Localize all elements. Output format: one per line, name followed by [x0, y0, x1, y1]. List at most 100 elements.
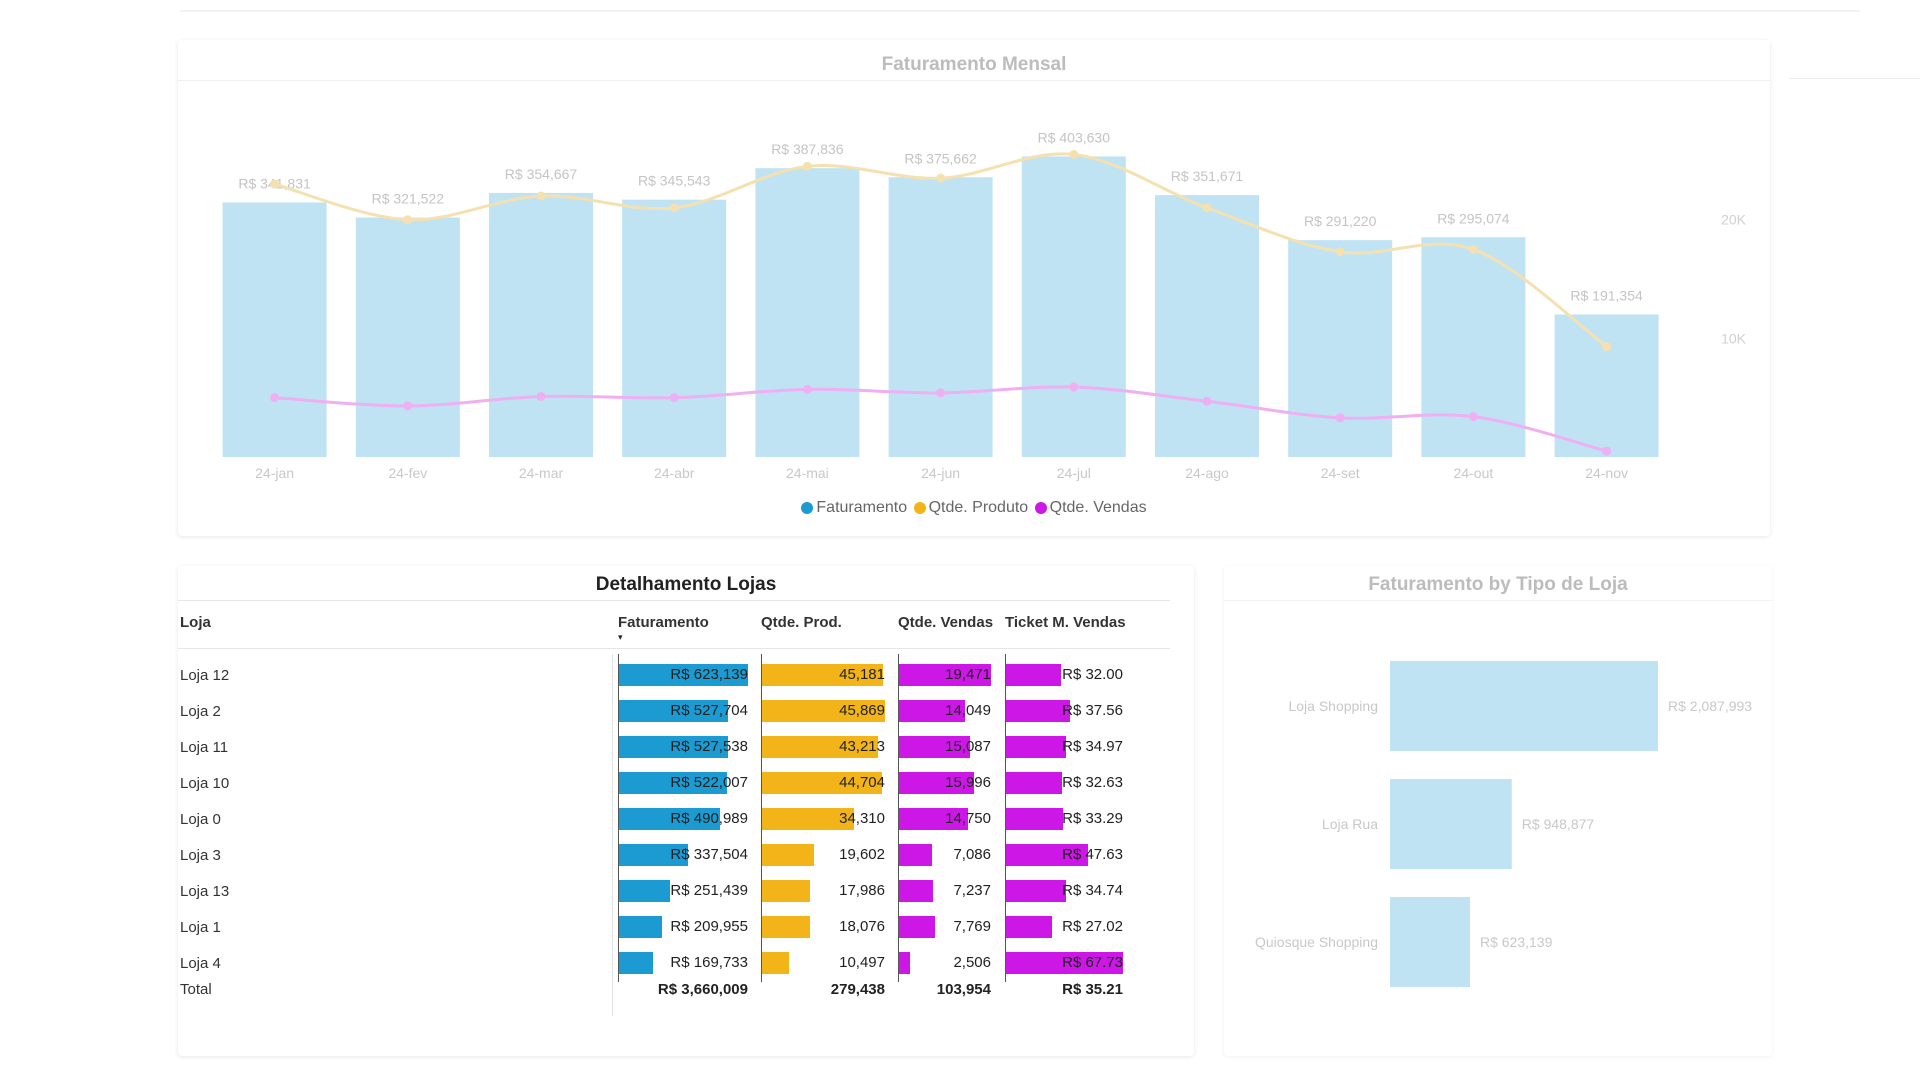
line-point[interactable] [403, 401, 413, 411]
line-point[interactable] [802, 161, 812, 171]
sort-desc-icon[interactable]: ▾ [618, 632, 623, 642]
column-header-faturamento[interactable]: Faturamento [618, 614, 709, 631]
line-point[interactable] [1468, 244, 1478, 254]
cell-value: 7,769 [953, 918, 991, 935]
column-header-loja[interactable]: Loja [180, 614, 211, 631]
line-point[interactable] [1335, 413, 1345, 423]
line-point[interactable] [936, 173, 946, 183]
legend-item-qtde-produto[interactable]: Qtde. Produto [913, 499, 1028, 517]
cell-faturamento: R$ 337,504 [618, 844, 748, 866]
bar-data-label: R$ 387,836 [771, 141, 844, 157]
cell-qtde-vendas: 2,506 [898, 952, 991, 974]
table-row[interactable]: Loja 1 R$ 209,955 18,076 7,769 R$ 27.02 [178, 913, 1170, 943]
line-point[interactable] [1069, 149, 1079, 159]
bar-loja-rua[interactable] [1390, 779, 1512, 869]
cell-value: R$ 32.00 [1062, 666, 1123, 683]
line-point[interactable] [403, 215, 413, 225]
line-point[interactable] [669, 203, 679, 213]
line-point[interactable] [1335, 247, 1345, 257]
bar-24-jan[interactable] [222, 202, 327, 457]
cell-value: R$ 623,139 [670, 666, 748, 683]
line-point[interactable] [669, 393, 679, 403]
store-type-chart-title: Faturamento by Tipo de Loja [1368, 574, 1628, 595]
bar-24-nov[interactable] [1554, 314, 1659, 457]
x-tick-label: 24-fev [388, 465, 427, 481]
line-point[interactable] [1602, 342, 1612, 352]
column-header-qtde-vendas[interactable]: Qtde. Vendas [898, 614, 994, 631]
store-detail-table-visual[interactable]: Detalhamento Lojas Loja Faturamento ▾ Qt… [178, 566, 1194, 1056]
line-point[interactable] [1202, 396, 1212, 406]
data-bar [1005, 952, 1123, 974]
line-point[interactable] [270, 179, 280, 189]
cell-faturamento: R$ 251,439 [618, 880, 748, 902]
cell-ticket: R$ 27.02 [1005, 916, 1123, 938]
bar-24-set[interactable] [1288, 240, 1393, 457]
data-bar [1005, 664, 1061, 686]
cell-value: R$ 527,704 [670, 702, 748, 719]
data-bar [898, 772, 975, 794]
cell-ticket: R$ 34.97 [1005, 736, 1123, 758]
bar-axis-line [1005, 654, 1006, 982]
bar-data-label: R$ 295,074 [1437, 210, 1510, 226]
data-bar [618, 772, 727, 794]
cell-value: 7,086 [953, 846, 991, 863]
line-point[interactable] [536, 191, 546, 201]
bar-data-label: R$ 2,087,993 [1668, 698, 1752, 714]
line-point[interactable] [1069, 382, 1079, 392]
line-point[interactable] [802, 384, 812, 394]
data-bar [761, 916, 810, 938]
table-row[interactable]: Loja 0 R$ 490,989 34,310 14,750 R$ 33.29 [178, 805, 1170, 835]
data-bar [898, 700, 966, 722]
legend-label-qtde-vendas: Qtde. Vendas [1049, 499, 1147, 516]
cell-value: R$ 527,538 [670, 738, 748, 755]
monthly-revenue-visual[interactable]: Faturamento Mensal R$ 341,831 24-jan R$ 32… [178, 40, 1770, 536]
bar-24-abr[interactable] [622, 199, 727, 458]
bar-data-label: R$ 291,220 [1304, 213, 1377, 229]
total-row: Total R$ 3,660,009 279,438 103,954 R$ 35… [178, 981, 1170, 1005]
line-point[interactable] [536, 391, 546, 401]
data-bar [898, 952, 910, 974]
bar-data-label: R$ 345,543 [638, 173, 711, 189]
bar-24-ago[interactable] [1155, 195, 1259, 457]
cell-loja: Loja 0 [180, 811, 221, 828]
bar-24-jul[interactable] [1021, 156, 1126, 457]
data-bar [618, 736, 729, 758]
table-row[interactable]: Loja 2 R$ 527,704 45,869 14,049 R$ 37.56 [178, 697, 1170, 727]
bar-quiosque-shopping[interactable] [1390, 897, 1470, 987]
line-point[interactable] [1202, 203, 1212, 213]
revenue-by-store-type-visual[interactable]: Faturamento by Tipo de Loja Loja Shoppin… [1224, 566, 1772, 1056]
line-point[interactable] [1602, 446, 1612, 456]
total-faturamento: R$ 3,660,009 [657, 981, 748, 998]
cell-value: 19,602 [839, 846, 885, 863]
bar-24-jun[interactable] [888, 177, 993, 457]
table-row[interactable]: Loja 3 R$ 337,504 19,602 7,086 R$ 47.63 [178, 841, 1170, 871]
bar-24-fev[interactable] [355, 217, 460, 457]
cell-ticket: R$ 47.63 [1005, 844, 1123, 866]
legend-item-faturamento[interactable]: Faturamento [801, 499, 907, 517]
cell-value: R$ 490,989 [670, 810, 748, 827]
line-point[interactable] [270, 393, 280, 403]
cell-faturamento: R$ 522,007 [618, 772, 748, 794]
cell-ticket: R$ 32.63 [1005, 772, 1123, 794]
store-type-bar-chart[interactable]: Loja Shopping R$ 2,087,993 Loja Rua R$ 948,… [1224, 566, 1772, 1056]
cell-value: 17,986 [839, 882, 885, 899]
line-point[interactable] [936, 388, 946, 398]
table-row[interactable]: Loja 4 R$ 169,733 10,497 2,506 R$ 67.73 [178, 949, 1170, 979]
table-row[interactable]: Loja 11 R$ 527,538 43,213 15,087 R$ 34.97 [178, 733, 1170, 763]
table-row[interactable]: Loja 12 R$ 623,139 45,181 19,471 R$ 32.00 [178, 661, 1170, 691]
line-point[interactable] [1468, 412, 1478, 422]
table-row[interactable]: Loja 13 R$ 251,439 17,986 7,237 R$ 34.74 [178, 877, 1170, 907]
bar-loja-shopping[interactable] [1390, 661, 1658, 751]
table-title-divider [178, 600, 1170, 601]
x-tick-label: 24-out [1454, 465, 1494, 481]
bar-24-mar[interactable] [489, 192, 593, 457]
table-row[interactable]: Loja 10 R$ 522,007 44,704 15,996 R$ 32.63 [178, 769, 1170, 799]
cell-value: R$ 169,733 [670, 954, 748, 971]
legend-item-qtde-vendas[interactable]: Qtde. Vendas [1034, 499, 1147, 517]
column-header-qtde-prod[interactable]: Qtde. Prod. [761, 614, 842, 631]
column-header-ticket[interactable]: Ticket M. Vendas [1005, 614, 1126, 631]
data-bar [761, 808, 854, 830]
x-tick-label: 24-jun [921, 465, 960, 481]
bar-24-mai[interactable] [755, 168, 860, 457]
